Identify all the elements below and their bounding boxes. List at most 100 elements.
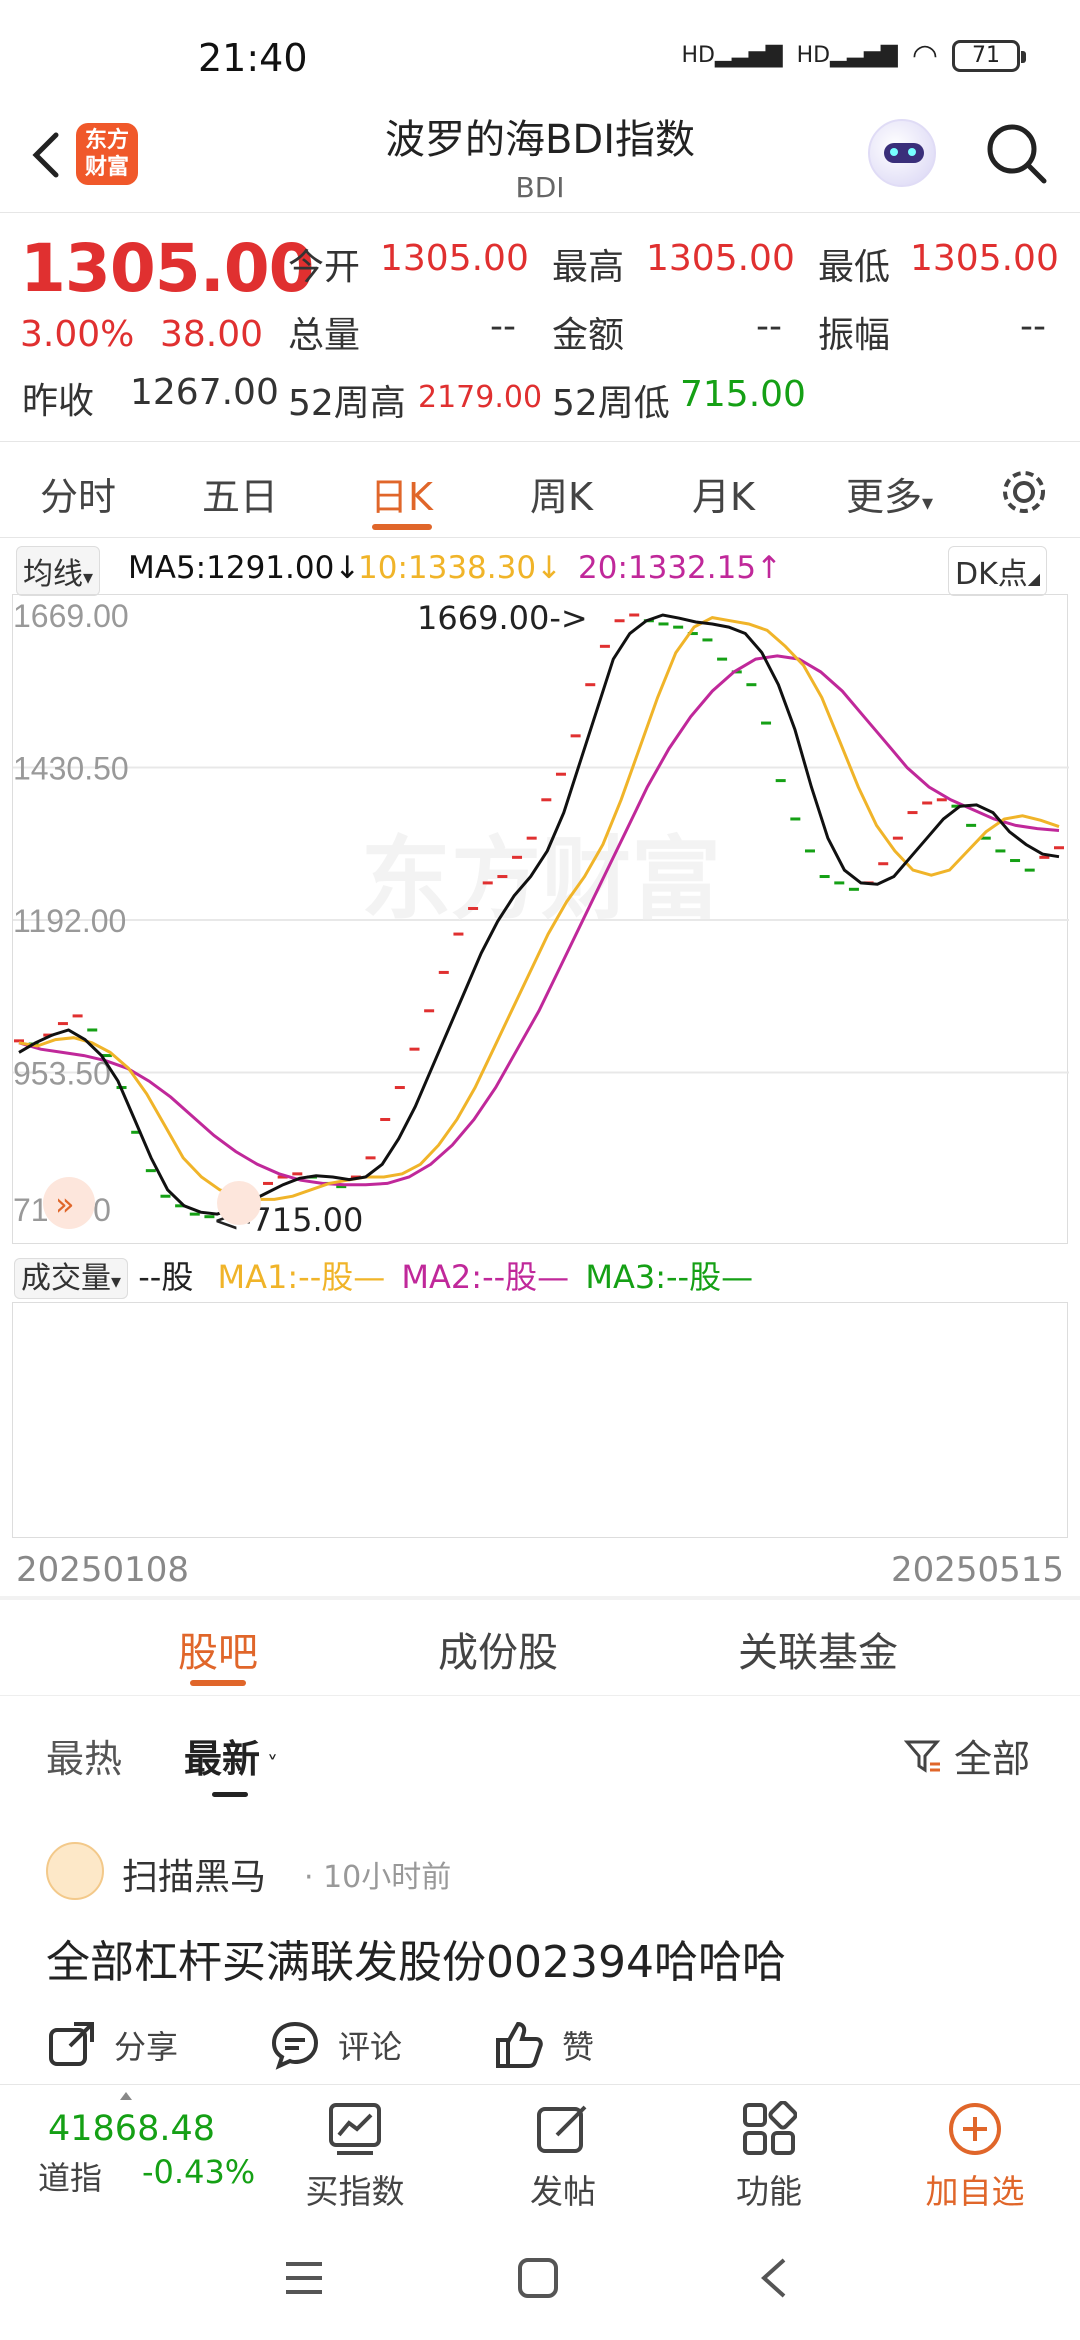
tab-monthly-k[interactable]: 月K [692, 475, 755, 519]
change-amount: 38.00 [160, 314, 264, 355]
x-end-date: 20250515 [890, 1550, 1064, 1590]
candle [438, 970, 449, 974]
ma5-line [18, 613, 1060, 1216]
tab-five-day[interactable]: 五日 [202, 475, 279, 519]
index-value[interactable]: 41868.48 [48, 2109, 216, 2149]
y-tick-label: 953.50 [13, 1056, 111, 1092]
status-time: 21:40 [198, 36, 308, 80]
candle [878, 862, 889, 866]
post-button[interactable]: 发帖 [488, 2101, 638, 2213]
like-button[interactable]: 赞 [494, 2020, 594, 2070]
filter-button[interactable]: 全部 [903, 1728, 1030, 1783]
candle [599, 644, 610, 648]
candle [614, 619, 625, 623]
caret-up-icon [120, 2085, 132, 2100]
tab-more[interactable]: 更多▾ [846, 475, 934, 519]
high-value: 1305.00 [646, 238, 795, 279]
volume-legend: 成交量▾ --股 MA1:--股— MA2:--股— MA3:--股— [14, 1252, 753, 1299]
volume-chart[interactable] [12, 1302, 1068, 1538]
tab-daily-k[interactable]: 日K [370, 475, 433, 519]
avatar[interactable] [46, 1842, 104, 1900]
candle [497, 875, 508, 879]
sort-new[interactable]: 最新 ˅ [184, 1737, 279, 1781]
ma20-value: 20:1332.15↑ [578, 550, 783, 586]
candle [892, 836, 903, 840]
candle [980, 836, 991, 840]
gear-icon[interactable] [998, 466, 1050, 518]
k-line-chart[interactable]: 1669.001430.501192.00953.50715.00东方财富166… [12, 594, 1069, 1244]
candle [834, 881, 845, 885]
candle [365, 1156, 376, 1160]
post-content[interactable]: 全部杠杆买满联发股份002394哈哈哈 [46, 1937, 786, 1988]
low-value: 1305.00 [910, 238, 1059, 279]
system-nav-bar [0, 2214, 1080, 2340]
post-author[interactable]: 扫描黑马 [122, 1857, 267, 1898]
page-subtitle: BDI [515, 171, 565, 204]
tab-related-funds[interactable]: 关联基金 [738, 1630, 898, 1676]
y-tick-label: 1430.50 [13, 751, 129, 787]
expand-icon [43, 1177, 95, 1229]
candle [87, 1028, 98, 1032]
assistant-robot-icon[interactable] [868, 119, 936, 187]
sort-underline [212, 1792, 248, 1797]
comment-button[interactable]: 评论 [270, 2020, 402, 2070]
header: 波罗的海BDI指数 BDI 东方财富 [0, 105, 1080, 213]
dk-point-selector[interactable]: DK点◢ [948, 546, 1048, 596]
ma-selector[interactable]: 均线▾ [16, 546, 101, 596]
candle [702, 638, 713, 642]
amount-value: -- [756, 306, 782, 347]
amplitude-label: 振幅 [818, 315, 891, 356]
sort-hot[interactable]: 最热 [46, 1737, 123, 1781]
post-time: · 10小时前 [304, 1860, 452, 1895]
candle [512, 855, 523, 859]
candle [468, 906, 479, 910]
back-nav-icon[interactable] [756, 2256, 792, 2300]
w52-high-value: 2179.00 [418, 380, 543, 415]
search-icon[interactable] [982, 119, 1052, 189]
edit-icon [537, 2105, 587, 2153]
tab-intraday[interactable]: 分时 [40, 475, 117, 519]
add-watchlist-button[interactable]: 加自选 [900, 2101, 1050, 2213]
candle [775, 779, 786, 783]
candle [673, 625, 684, 629]
candle [1010, 859, 1021, 863]
candle [717, 657, 728, 661]
w52-high-label: 52周高 [288, 383, 406, 424]
menu-icon[interactable] [282, 2258, 326, 2298]
status-icons: HD▂▃▅▇ HD▂▃▅▇ ◠ 71 [681, 38, 1026, 73]
function-button[interactable]: 功能 [694, 2100, 844, 2213]
tab-guba[interactable]: 股吧 [178, 1630, 258, 1676]
candle [409, 1047, 420, 1051]
grid-icon [743, 2100, 798, 2155]
index-name[interactable]: 道指 [38, 2159, 103, 2197]
candle [951, 804, 962, 808]
share-button[interactable]: 分享 [46, 2020, 178, 2070]
candle [189, 1212, 200, 1216]
community-tabs: 股吧 成份股 关联基金 [0, 1600, 1080, 1696]
tab-weekly-k[interactable]: 周K [530, 475, 593, 519]
buy-index-button[interactable]: 买指数 [280, 2101, 430, 2213]
candle [263, 1181, 274, 1185]
volume-unit: --股 [138, 1258, 194, 1296]
prev-close-label: 昨收 [22, 381, 95, 422]
candle [658, 622, 669, 626]
x-start-date: 20250108 [16, 1550, 190, 1590]
home-icon[interactable] [516, 2256, 560, 2300]
dropdown-icon: ▾ [922, 491, 934, 516]
volume-selector[interactable]: 成交量▾ [14, 1258, 129, 1299]
candle [907, 811, 918, 815]
candle [145, 1169, 156, 1173]
tab-constituents[interactable]: 成份股 [438, 1630, 558, 1676]
candle [14, 1039, 24, 1043]
vol-ma1: MA1:--股— [217, 1258, 386, 1296]
back-icon[interactable] [22, 125, 72, 185]
ma10-line [18, 616, 1060, 1201]
plus-circle-icon [949, 2103, 1001, 2155]
chart-icon [329, 2103, 381, 2155]
candle [43, 1033, 54, 1037]
divider [0, 1596, 1080, 1600]
index-change[interactable]: -0.43% [142, 2153, 256, 2191]
candle [380, 1117, 391, 1121]
quote-panel: 1305.00 3.00% 38.00 昨收 1267.00 今开 1305.0… [0, 214, 1080, 442]
app-logo[interactable]: 东方财富 [76, 123, 138, 185]
